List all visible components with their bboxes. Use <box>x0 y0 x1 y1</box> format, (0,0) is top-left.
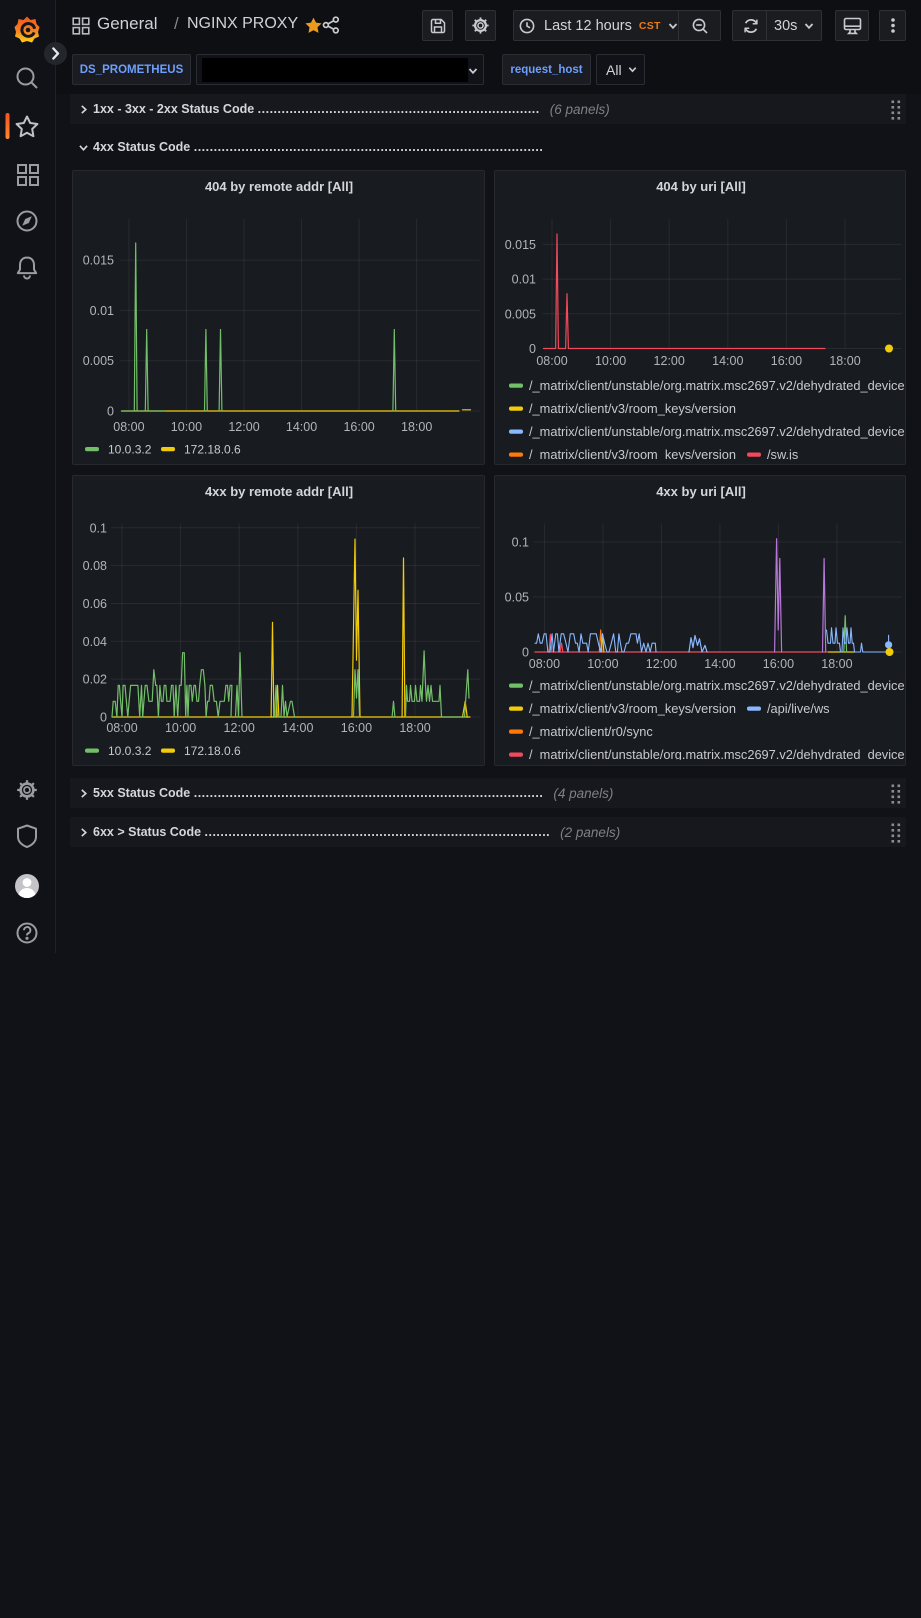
svg-text:14:00: 14:00 <box>712 354 743 368</box>
svg-text:0.04: 0.04 <box>83 635 107 649</box>
svg-text:12:00: 12:00 <box>646 657 677 671</box>
svg-text:0.05: 0.05 <box>505 591 529 605</box>
svg-text:0: 0 <box>529 342 536 356</box>
svg-text:0: 0 <box>107 405 114 419</box>
svg-text:172.18.0.6: 172.18.0.6 <box>184 443 241 457</box>
svg-text:0.06: 0.06 <box>83 597 107 611</box>
svg-text:0.01: 0.01 <box>90 304 114 318</box>
svg-text:14:00: 14:00 <box>282 721 313 735</box>
svg-text:16:00: 16:00 <box>341 721 372 735</box>
svg-text:08:00: 08:00 <box>113 420 144 434</box>
svg-text:0.015: 0.015 <box>505 238 536 252</box>
svg-text:/api/live/ws: /api/live/ws <box>767 701 830 716</box>
svg-text:/_matrix/client/unstable/org.m: /_matrix/client/unstable/org.matrix.msc2… <box>529 424 905 439</box>
svg-text:0.02: 0.02 <box>83 673 107 687</box>
svg-text:10:00: 10:00 <box>587 657 618 671</box>
svg-text:10:00: 10:00 <box>171 420 202 434</box>
svg-text:18:00: 18:00 <box>829 354 860 368</box>
svg-text:0.1: 0.1 <box>90 521 107 535</box>
svg-text:/sw.js: /sw.js <box>767 447 798 462</box>
svg-text:18:00: 18:00 <box>401 420 432 434</box>
svg-text:08:00: 08:00 <box>536 354 567 368</box>
svg-text:16:00: 16:00 <box>343 420 374 434</box>
svg-text:/_matrix/client/r0/sync: /_matrix/client/r0/sync <box>529 724 653 739</box>
svg-text:18:00: 18:00 <box>821 657 852 671</box>
svg-text:0.015: 0.015 <box>83 254 114 268</box>
svg-text:/_matrix/client/unstable/org.m: /_matrix/client/unstable/org.matrix.msc2… <box>529 678 905 693</box>
svg-text:14:00: 14:00 <box>286 420 317 434</box>
svg-text:16:00: 16:00 <box>771 354 802 368</box>
svg-text:0.08: 0.08 <box>83 559 107 573</box>
svg-text:10:00: 10:00 <box>165 721 196 735</box>
svg-text:172.18.0.6: 172.18.0.6 <box>184 744 241 758</box>
svg-text:16:00: 16:00 <box>763 657 794 671</box>
svg-text:08:00: 08:00 <box>106 721 137 735</box>
svg-text:/_matrix/client/unstable/org.m: /_matrix/client/unstable/org.matrix.msc2… <box>529 378 905 393</box>
svg-text:404 by remote addr [All]: 404 by remote addr [All] <box>205 179 353 194</box>
svg-text:404 by uri [All]: 404 by uri [All] <box>656 179 746 194</box>
svg-text:4xx by uri [All]: 4xx by uri [All] <box>656 484 746 499</box>
svg-text:/_matrix/client/unstable/org.m: /_matrix/client/unstable/org.matrix.msc2… <box>529 747 905 762</box>
svg-text:0.01: 0.01 <box>512 273 536 287</box>
svg-text:/_matrix/client/v3/room_keys/v: /_matrix/client/v3/room_keys/version <box>529 701 736 716</box>
svg-text:12:00: 12:00 <box>654 354 685 368</box>
svg-text:10.0.3.2: 10.0.3.2 <box>108 443 152 457</box>
svg-text:/_matrix/client/v3/room_keys/v: /_matrix/client/v3/room_keys/version <box>529 401 736 416</box>
svg-text:0: 0 <box>522 646 529 660</box>
svg-text:08:00: 08:00 <box>529 657 560 671</box>
svg-text:10:00: 10:00 <box>595 354 626 368</box>
svg-text:0.005: 0.005 <box>83 354 114 368</box>
svg-text:0.1: 0.1 <box>512 536 529 550</box>
svg-text:12:00: 12:00 <box>224 721 255 735</box>
svg-text:12:00: 12:00 <box>228 420 259 434</box>
svg-text:10.0.3.2: 10.0.3.2 <box>108 744 152 758</box>
svg-text:14:00: 14:00 <box>704 657 735 671</box>
svg-text:0.005: 0.005 <box>505 307 536 321</box>
svg-text:18:00: 18:00 <box>399 721 430 735</box>
svg-text:4xx by remote addr [All]: 4xx by remote addr [All] <box>205 484 353 499</box>
svg-text:/_matrix/client/v3/room_keys/v: /_matrix/client/v3/room_keys/version <box>529 447 736 462</box>
svg-text:0: 0 <box>100 711 107 725</box>
